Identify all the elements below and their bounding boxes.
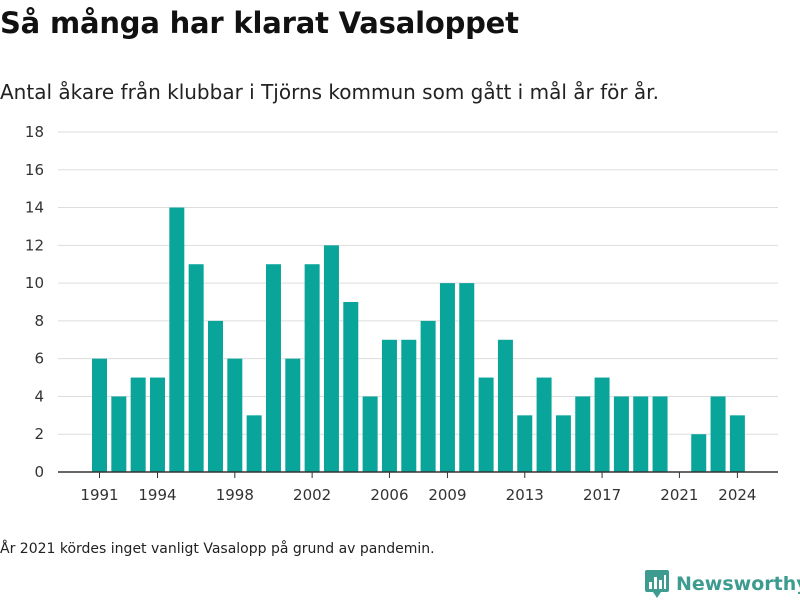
bar xyxy=(575,396,591,472)
x-tick-label: 2021 xyxy=(660,486,698,504)
bar xyxy=(246,415,262,472)
bar-chart-logo-icon xyxy=(645,570,669,598)
bar xyxy=(207,320,223,472)
bar xyxy=(594,377,610,472)
chart-subtitle: Antal åkare från klubbar i Tjörns kommun… xyxy=(0,80,659,104)
bar xyxy=(265,264,281,472)
bar xyxy=(362,396,378,472)
bar xyxy=(633,396,649,472)
bar xyxy=(227,358,243,472)
bar xyxy=(285,358,301,472)
bar xyxy=(478,377,494,472)
y-tick-label: 6 xyxy=(34,350,44,368)
bar xyxy=(710,396,726,472)
y-tick-label: 14 xyxy=(25,199,44,217)
x-tick-label: 2017 xyxy=(583,486,621,504)
bar xyxy=(691,434,707,472)
x-tick-label: 1991 xyxy=(80,486,118,504)
y-tick-label: 12 xyxy=(25,236,44,254)
bar xyxy=(729,415,745,472)
brand-name: Newsworthy xyxy=(676,573,800,595)
bar xyxy=(401,339,417,472)
bars xyxy=(92,207,745,473)
x-tick-label: 1998 xyxy=(216,486,254,504)
y-tick-label: 8 xyxy=(34,312,44,330)
bar xyxy=(149,377,165,472)
bar xyxy=(555,415,571,472)
x-axis-ticks: 1991 1994 1998 2002 2006 2009 2013 2017 2021 2024 xyxy=(80,472,756,504)
bar xyxy=(420,320,436,472)
y-tick-label: 18 xyxy=(25,123,44,141)
x-tick-label: 2009 xyxy=(428,486,466,504)
x-tick-label: 2024 xyxy=(718,486,756,504)
y-tick-label: 0 xyxy=(34,463,44,481)
chart-title: Så många har klarat Vasaloppet xyxy=(0,6,519,40)
footnote: År 2021 kördes inget vanligt Vasalopp på… xyxy=(0,541,435,557)
x-tick-label: 2006 xyxy=(370,486,408,504)
bar xyxy=(92,358,107,472)
bar xyxy=(497,339,513,472)
x-tick-label: 1994 xyxy=(138,486,176,504)
gridlines xyxy=(58,131,778,435)
bar xyxy=(304,264,320,472)
bar xyxy=(459,283,475,472)
bar xyxy=(613,396,629,472)
bar xyxy=(517,415,533,472)
y-tick-label: 10 xyxy=(25,274,44,292)
bar xyxy=(343,302,359,472)
y-tick-label: 4 xyxy=(34,387,44,405)
brand-logo: Newsworthy xyxy=(644,568,800,600)
x-tick-label: 2002 xyxy=(293,486,331,504)
bar xyxy=(130,377,146,472)
bar xyxy=(439,283,455,472)
y-tick-label: 2 xyxy=(34,425,44,443)
bar xyxy=(381,339,397,472)
bar xyxy=(323,245,339,472)
x-tick-label: 2013 xyxy=(506,486,544,504)
y-tick-label: 16 xyxy=(25,161,44,179)
bar xyxy=(652,396,668,472)
y-axis-ticks: 0 2 4 6 8 10 12 14 16 18 xyxy=(25,123,44,481)
bar xyxy=(536,377,552,472)
bar xyxy=(111,396,127,472)
bar xyxy=(169,207,185,473)
bar xyxy=(188,264,204,472)
